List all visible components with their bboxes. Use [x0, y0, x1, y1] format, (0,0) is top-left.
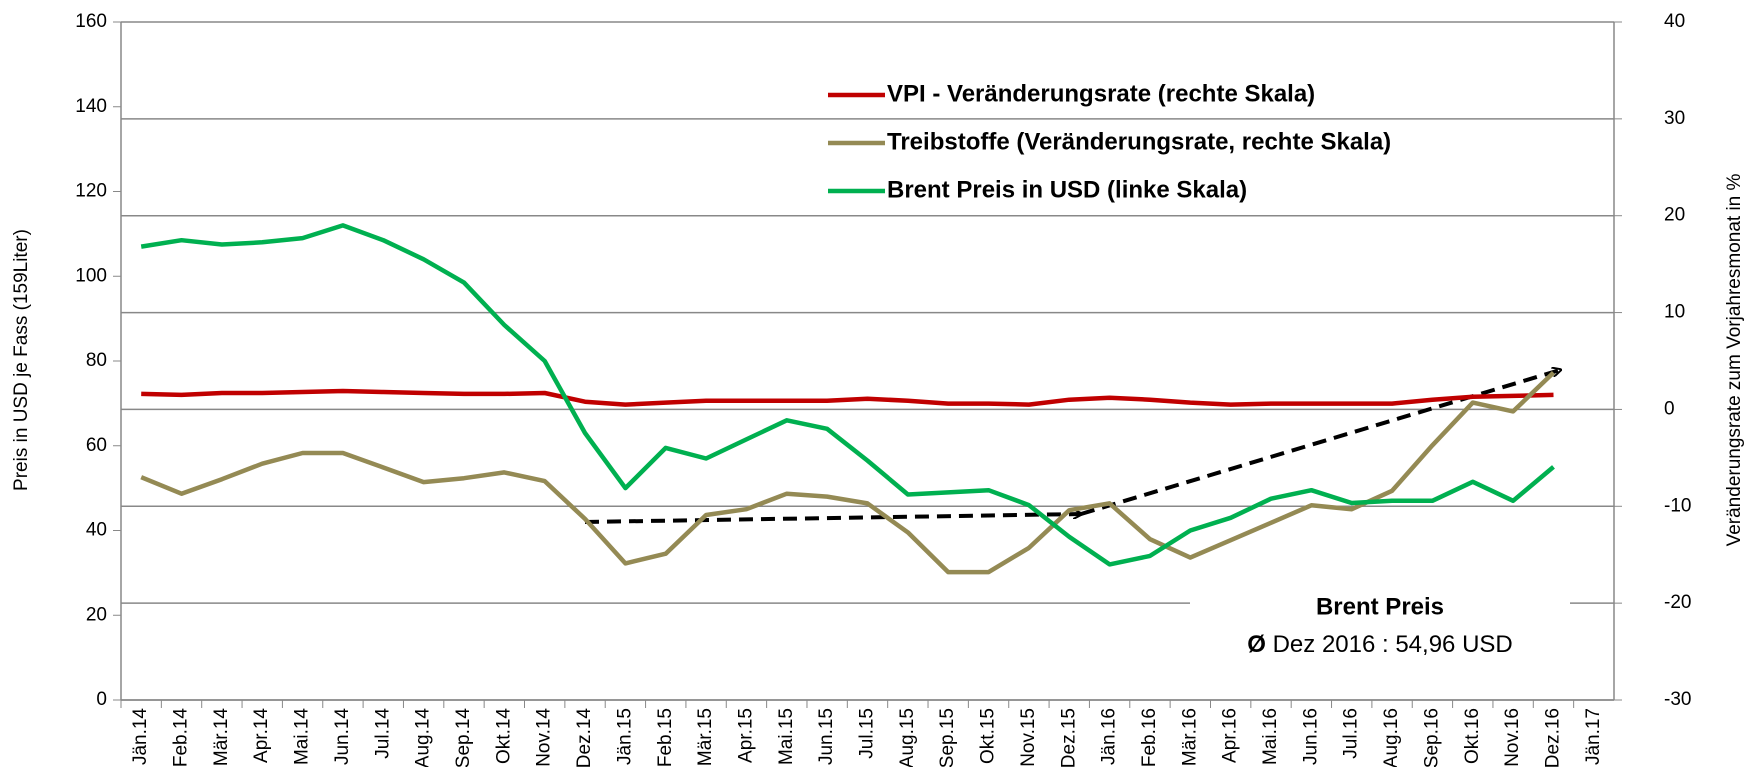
annotation: Ø Dez 2016 : 54,96 USD [1247, 631, 1512, 658]
y2-tick-label: 40 [1664, 11, 1685, 32]
x-tick-label: Jul.16 [1341, 708, 1362, 759]
y-tick-label: 80 [86, 350, 107, 371]
x-tick-label: Okt.15 [978, 708, 999, 764]
annotation-box [1190, 578, 1570, 673]
x-tick-label: Jän.14 [130, 708, 151, 765]
x-tick-label: Okt.16 [1462, 708, 1483, 764]
series-line [140, 370, 1556, 575]
y2-tick-label: -20 [1664, 592, 1691, 613]
series-line [141, 388, 1554, 407]
x-tick-label: Nov.16 [1502, 708, 1523, 767]
x-tick-label: Jän.16 [1099, 708, 1120, 765]
x-tick-label: Dez.15 [1058, 708, 1079, 767]
annotation-text: Dez 2016 : 54,96 USD [1273, 631, 1513, 658]
x-tick-label: Jän.17 [1583, 708, 1604, 765]
x-tick-label: Sep.16 [1421, 708, 1442, 767]
x-tick-label: Mai.14 [292, 708, 313, 765]
x-tick-label: Mär.14 [211, 708, 232, 767]
x-tick-label: Jul.14 [372, 708, 393, 759]
x-tick-label: Apr.16 [1220, 708, 1241, 763]
x-tick-label: Nov.14 [534, 708, 555, 767]
y2-tick-label: 20 [1664, 205, 1685, 226]
y2-tick-label: 30 [1664, 108, 1685, 129]
x-tick-label: Mai.15 [776, 708, 797, 765]
y2-tick-label: -30 [1664, 689, 1691, 710]
x-tick-label: Jul.15 [857, 708, 878, 759]
legend-label: VPI - Veränderungsrate (rechte Skala) [887, 80, 1315, 107]
x-tick-label: Dez.16 [1542, 708, 1563, 767]
series-line [140, 223, 1555, 567]
y2-axis-label: Veränderungsrate zum Vorjahresmonat in % [1724, 173, 1745, 546]
x-tick-label: Sep.14 [453, 708, 474, 767]
annotation-symbol: Ø [1247, 631, 1266, 658]
y-tick-label: 120 [75, 181, 107, 202]
x-tick-label: Nov.15 [1018, 708, 1039, 767]
annotation-title: Brent Preis [1316, 593, 1444, 620]
y-tick-label: 100 [75, 265, 107, 286]
y2-tick-label: 10 [1664, 302, 1685, 323]
x-tick-label: Jun.15 [816, 708, 837, 765]
x-tick-label: Feb.14 [171, 708, 192, 767]
x-tick-label: Jän.15 [614, 708, 635, 765]
x-tick-label: Mär.15 [695, 708, 716, 766]
y-tick-label: 20 [86, 604, 107, 625]
x-tick-label: Aug.16 [1381, 708, 1402, 767]
x-tick-label: Mai.16 [1260, 708, 1281, 765]
grid [121, 21, 1614, 701]
legend-label: Treibstoffe (Veränderungsrate, rechte Sk… [887, 128, 1391, 155]
y2-tick-label: 0 [1664, 398, 1675, 419]
x-tick-label: Mär.16 [1179, 708, 1200, 766]
x-tick-label: Okt.14 [493, 708, 514, 764]
trend-arrow [584, 514, 1081, 524]
x-tick-label: Aug.14 [413, 708, 434, 767]
trend-arrow [1080, 370, 1560, 516]
x-tick-label: Aug.15 [897, 708, 918, 767]
x-tick-label: Feb.15 [655, 708, 676, 767]
x-tick-label: Jun.14 [332, 708, 353, 765]
y-axis-label: Preis in USD je Fass (159Liter) [11, 229, 32, 491]
x-tick-label: Dez.14 [574, 708, 595, 767]
y-tick-label: 40 [86, 520, 107, 541]
x-tick-label: Jun.16 [1300, 708, 1321, 765]
x-tick-label: Sep.15 [937, 708, 958, 767]
y-tick-label: 160 [75, 11, 107, 32]
legend-label: Brent Preis in USD (linke Skala) [887, 176, 1247, 203]
x-tick-label: Apr.15 [735, 708, 756, 763]
y-tick-label: 60 [86, 435, 107, 456]
x-tick-label: Apr.14 [251, 708, 272, 763]
x-tick-label: Feb.16 [1139, 708, 1160, 767]
y2-tick-label: -10 [1664, 495, 1691, 516]
y-tick-label: 140 [75, 96, 107, 117]
y-tick-label: 0 [96, 689, 107, 710]
